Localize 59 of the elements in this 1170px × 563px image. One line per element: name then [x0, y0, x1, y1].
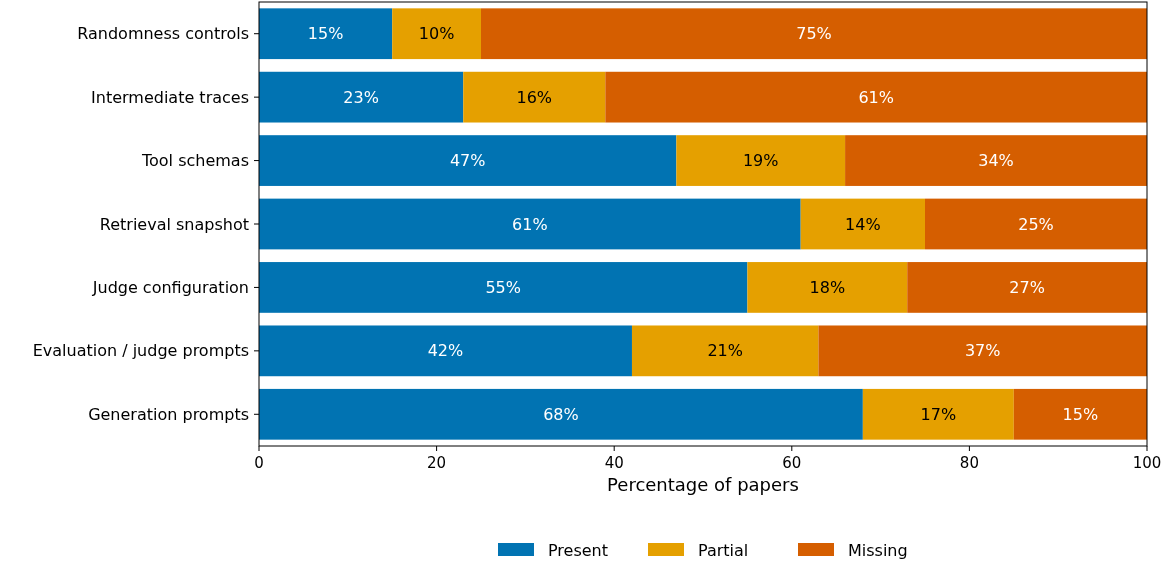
data-label: 15%: [307, 24, 344, 44]
data-label: 37%: [964, 341, 1001, 361]
y-tick-label: Tool schemas: [140, 151, 249, 171]
data-label: 15%: [1062, 404, 1099, 424]
data-label: 17%: [920, 404, 957, 424]
x-tick-label: 20: [427, 454, 447, 472]
x-axis-title: Percentage of papers: [607, 474, 799, 495]
bar: [259, 325, 632, 377]
data-label: 47%: [449, 151, 486, 171]
bar: [259, 198, 801, 250]
y-tick-label: Generation prompts: [88, 404, 249, 424]
y-tick-label: Randomness controls: [77, 24, 249, 44]
bar: [259, 388, 863, 440]
bar: [259, 262, 748, 313]
data-label: 21%: [707, 341, 743, 361]
data-label: 42%: [427, 341, 464, 361]
data-label: 55%: [485, 278, 521, 298]
x-tick-label: 0: [254, 454, 264, 472]
bar: [481, 8, 1147, 60]
legend-label: Present: [548, 540, 609, 560]
x-tick-label: 60: [782, 454, 802, 472]
bar: [747, 262, 908, 313]
data-label: 19%: [742, 151, 779, 171]
data-label: 23%: [343, 87, 379, 107]
data-label: 18%: [809, 278, 846, 298]
data-label: 68%: [543, 404, 579, 424]
bar: [605, 71, 1147, 123]
x-tick-label: 100: [1132, 454, 1162, 472]
bar: [925, 198, 1147, 250]
data-label: 16%: [516, 87, 553, 107]
y-tick-label: Judge configuration: [91, 278, 249, 298]
y-tick-label: Retrieval snapshot: [99, 214, 249, 234]
y-tick-label: Intermediate traces: [91, 87, 249, 107]
bar: [676, 135, 846, 186]
bar: [259, 135, 677, 186]
data-label: 25%: [1018, 214, 1054, 234]
bar: [800, 198, 925, 250]
y-tick-label: Evaluation / judge prompts: [32, 341, 249, 361]
data-label: 75%: [796, 24, 832, 44]
x-tick-label: 80: [959, 454, 979, 472]
legend-label: Partial: [698, 540, 749, 560]
bar: [631, 325, 819, 377]
legend-label: Missing: [848, 540, 908, 560]
bar: [392, 8, 481, 60]
bar: [259, 8, 393, 60]
data-label: 27%: [1009, 278, 1045, 298]
data-label: 61%: [858, 87, 894, 107]
data-label: 61%: [512, 214, 548, 234]
bar: [259, 71, 464, 123]
bar: [862, 388, 1014, 440]
data-label: 10%: [418, 24, 455, 44]
bar: [907, 262, 1147, 313]
bar: [1013, 388, 1147, 440]
data-label: 14%: [845, 214, 881, 234]
bar: [818, 325, 1147, 377]
x-tick-label: 40: [604, 454, 624, 472]
bar: [845, 135, 1147, 186]
data-label: 34%: [978, 151, 1014, 171]
bar: [463, 71, 606, 123]
